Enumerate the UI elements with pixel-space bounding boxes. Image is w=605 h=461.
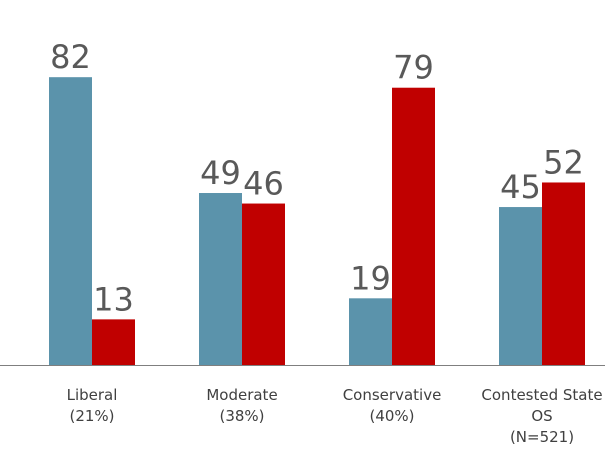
category-label-2-line-2: (38%): [219, 407, 264, 425]
category-label-3-line-2: (40%): [369, 407, 414, 425]
value-label-series2-cat4: 52: [543, 143, 584, 181]
value-label-series1-cat4: 45: [500, 168, 541, 206]
bar-series2-cat3: [392, 87, 435, 366]
category-label-4-line-3: (N=521): [510, 428, 574, 446]
bar-series1-cat3: [349, 298, 392, 365]
value-label-series2-cat2: 46: [243, 165, 284, 203]
category-labels-group: Liberal (21%) Moderate (38%) Conservative (40…: [67, 386, 603, 446]
bar-series1-cat2: [199, 193, 242, 365]
category-label-3-line-1: Conservative: [343, 386, 442, 404]
value-label-series2-cat3: 79: [393, 49, 434, 87]
category-label-2: Moderate (38%): [206, 386, 277, 425]
bars-group: [49, 77, 585, 366]
value-label-series1-cat3: 19: [350, 259, 391, 297]
category-label-1-line-1: Liberal: [67, 386, 118, 404]
bar-series1-cat1: [49, 77, 92, 366]
value-label-series1-cat2: 49: [200, 154, 241, 192]
category-label-4: Contested State OS (N=521): [481, 386, 602, 446]
category-label-1: Liberal (21%): [67, 386, 118, 425]
value-label-series1-cat1: 82: [50, 38, 91, 76]
category-label-3: Conservative (40%): [343, 386, 442, 425]
category-label-1-line-2: (21%): [69, 407, 114, 425]
bar-series1-cat4: [499, 207, 542, 365]
value-label-series2-cat1: 13: [93, 280, 134, 318]
category-label-4-line-2: OS: [531, 407, 552, 425]
category-label-4-line-1: Contested State: [481, 386, 602, 404]
bar-series2-cat1: [92, 319, 135, 365]
category-label-2-line-1: Moderate: [206, 386, 277, 404]
bar-series2-cat2: [242, 203, 285, 365]
bar-series2-cat4: [542, 182, 585, 365]
